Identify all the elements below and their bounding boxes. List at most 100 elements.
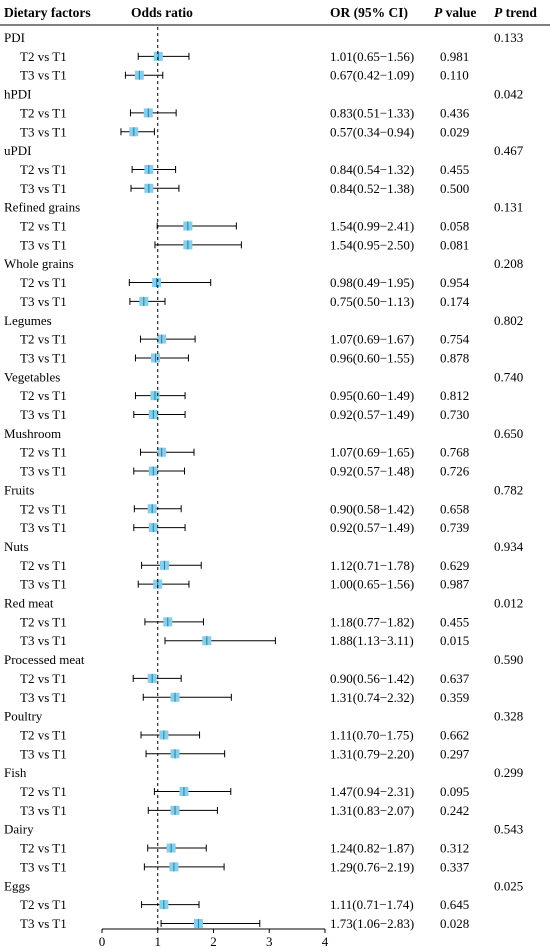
p-value: 0.297 (440, 746, 470, 761)
or-ci-text: 0.98(0.49−1.95) (330, 275, 414, 290)
p-value: 0.312 (440, 841, 469, 856)
table-row: T3 vs T1 1.31(0.83−2.07) 0.242 (20, 803, 469, 818)
table-row: T3 vs T1 0.75(0.50−1.13) 0.174 (20, 294, 470, 309)
group-3: Refined grains 0.131 T2 vs T1 1.54(0.99−2.4… (4, 200, 523, 253)
group-label: PDI (4, 30, 25, 45)
p-trend: 0.328 (494, 709, 523, 724)
table-row: T2 vs T1 0.90(0.58−1.42) 0.658 (20, 501, 469, 516)
table-row: T2 vs T1 0.90(0.56−1.42) 0.637 (20, 671, 470, 686)
table-row: T3 vs T1 0.67(0.42−1.09) 0.110 (20, 68, 469, 83)
table-row: T3 vs T1 0.84(0.52−1.38) 0.500 (20, 181, 469, 196)
group-7: Mushroom 0.650 T2 vs T1 1.07(0.69−1.65) 0.76… (4, 426, 523, 479)
p-value: 0.878 (440, 350, 469, 365)
p-value: 0.981 (440, 49, 469, 64)
table-row: T2 vs T1 1.11(0.71−1.74) 0.645 (20, 897, 469, 912)
comparison-label: T2 vs T1 (20, 162, 67, 177)
table-row: T2 vs T1 1.11(0.70−1.75) 0.662 (20, 727, 469, 742)
p-value: 0.029 (440, 124, 469, 139)
p-value: 0.662 (440, 727, 469, 742)
group-label: Fruits (4, 482, 34, 497)
comparison-label: T3 vs T1 (20, 520, 67, 535)
group-label: uPDI (4, 143, 31, 158)
p-trend: 0.042 (494, 87, 523, 102)
group-label: Poultry (4, 709, 43, 724)
or-ci-text: 1.18(0.77−1.82) (330, 614, 414, 629)
or-ci-text: 1.24(0.82−1.87) (330, 841, 414, 856)
group-label: Nuts (4, 539, 29, 554)
table-row: T2 vs T1 1.12(0.71−1.78) 0.629 (20, 558, 469, 573)
table-row: T2 vs T1 1.07(0.69−1.67) 0.754 (20, 332, 470, 347)
or-ci-text: 1.54(0.99−2.41) (330, 219, 414, 234)
p-value: 0.436 (440, 105, 470, 120)
p-value: 0.174 (440, 294, 470, 309)
comparison-label: T3 vs T1 (20, 407, 67, 422)
table-row: T2 vs T1 0.98(0.49−1.95) 0.954 (20, 275, 470, 290)
or-ci-text: 1.73(1.06−2.83) (330, 916, 414, 931)
comparison-label: T2 vs T1 (20, 275, 67, 290)
comparison-label: T2 vs T1 (20, 49, 67, 64)
p-value: 0.637 (440, 671, 470, 686)
group-label: Vegetables (4, 369, 60, 384)
p-trend: 0.012 (494, 596, 523, 611)
comparison-label: T3 vs T1 (20, 68, 67, 83)
comparison-label: T3 vs T1 (20, 916, 67, 931)
or-ci-text: 1.12(0.71−1.78) (330, 558, 414, 573)
comparison-label: T3 vs T1 (20, 181, 67, 196)
or-ci-text: 1.11(0.70−1.75) (330, 727, 414, 742)
group-label: Mushroom (4, 426, 61, 441)
p-value: 0.242 (440, 803, 469, 818)
or-ci-text: 0.90(0.56−1.42) (330, 671, 414, 686)
comparison-label: T2 vs T1 (20, 105, 67, 120)
group-label: Refined grains (4, 200, 80, 215)
comparison-label: T2 vs T1 (20, 841, 67, 856)
header-p-trend: P trend (494, 5, 537, 20)
or-ci-text: 1.54(0.95−2.50) (330, 237, 414, 252)
p-trend: 0.740 (494, 369, 523, 384)
p-value: 0.081 (440, 237, 469, 252)
header-p-value: P value (434, 5, 476, 20)
p-trend: 0.467 (494, 143, 524, 158)
group-label: Dairy (4, 822, 34, 837)
table-row: T3 vs T1 1.88(1.13−3.11) 0.015 (20, 633, 469, 648)
p-value: 0.812 (440, 388, 469, 403)
p-value: 0.455 (440, 614, 469, 629)
x-axis: 0 1 2 3 4 (99, 928, 329, 949)
or-ci-text: 1.88(1.13−3.11) (330, 633, 414, 648)
or-ci-text: 1.31(0.83−2.07) (330, 803, 414, 818)
table-row: T3 vs T1 1.54(0.95−2.50) 0.081 (20, 237, 469, 252)
p-value: 0.015 (440, 633, 469, 648)
comparison-label: T3 vs T1 (20, 859, 67, 874)
table-row: T3 vs T1 1.00(0.65−1.56) 0.987 (20, 577, 470, 592)
p-value: 0.359 (440, 690, 469, 705)
group-4: Whole grains 0.208 T2 vs T1 0.98(0.49−1.95)… (4, 256, 523, 309)
or-ci-text: 1.01(0.65−1.56) (330, 49, 414, 64)
header-p-value-rest: value (442, 5, 476, 20)
group-8: Fruits 0.782 T2 vs T1 0.90(0.58−1.42) 0.658 T… (4, 482, 523, 535)
p-trend: 0.782 (494, 482, 523, 497)
group-10: Red meat 0.012 T2 vs T1 1.18(0.77−1.82) 0.45… (4, 596, 523, 649)
table-row: T2 vs T1 0.83(0.51−1.33) 0.436 (20, 105, 470, 120)
or-ci-text: 0.92(0.57−1.49) (330, 407, 414, 422)
x-tick-label: 3 (266, 934, 273, 949)
or-ci-text: 0.67(0.42−1.09) (330, 68, 414, 83)
group-label: Processed meat (4, 652, 85, 667)
p-trend: 0.299 (494, 765, 523, 780)
group-15: Eggs 0.025 T2 vs T1 1.11(0.71−1.74) 0.645 T3 … (4, 878, 523, 931)
p-trend: 0.208 (494, 256, 523, 271)
header-p-trend-rest: trend (502, 5, 537, 20)
p-value: 0.754 (440, 332, 470, 347)
forest-rows: PDI 0.133 T2 vs T1 1.01(0.65−1.56) 0.981 T3 v… (4, 30, 524, 931)
comparison-label: T3 vs T1 (20, 237, 67, 252)
table-row: T3 vs T1 0.92(0.57−1.48) 0.726 (20, 464, 470, 479)
table-row: T2 vs T1 1.47(0.94−2.31) 0.095 (20, 784, 469, 799)
p-trend: 0.802 (494, 313, 523, 328)
or-ci-text: 1.47(0.94−2.31) (330, 784, 414, 799)
comparison-label: T2 vs T1 (20, 671, 67, 686)
p-value: 0.726 (440, 464, 470, 479)
comparison-label: T3 vs T1 (20, 633, 67, 648)
comparison-label: T2 vs T1 (20, 332, 67, 347)
or-ci-text: 1.07(0.69−1.65) (330, 445, 414, 460)
or-ci-text: 0.84(0.52−1.38) (330, 181, 414, 196)
x-tick-label: 4 (322, 934, 329, 949)
